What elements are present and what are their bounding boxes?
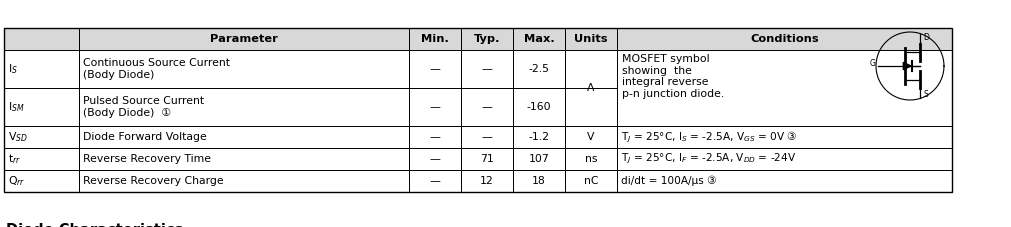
Text: Parameter: Parameter [210,34,278,44]
Text: Max.: Max. [524,34,554,44]
Bar [409,148,461,170]
Bar [617,148,952,170]
Bar [4,170,79,192]
Bar [617,170,952,192]
Bar [4,50,79,88]
Text: G: G [870,59,876,67]
Text: -160: -160 [527,102,551,112]
Bar [4,28,952,192]
Text: Units: Units [574,34,608,44]
Text: V$_{SD}$: V$_{SD}$ [8,130,28,144]
Bar [461,170,513,192]
Text: —: — [430,102,441,112]
Text: —: — [481,102,492,112]
Bar [513,170,565,192]
Bar [565,28,617,50]
Text: Reverse Recovery Time: Reverse Recovery Time [83,154,211,164]
Bar [4,126,79,148]
Bar [4,88,79,126]
Text: —: — [430,64,441,74]
Text: MOSFET symbol
showing  the
integral reverse
p-n junction diode.: MOSFET symbol showing the integral rever… [622,54,724,99]
Text: S: S [923,90,928,99]
Bar [565,170,617,192]
Bar [617,126,952,148]
Bar [4,148,79,170]
Text: Continuous Source Current
(Body Diode): Continuous Source Current (Body Diode) [83,58,229,80]
Bar [79,170,409,192]
Bar [409,170,461,192]
Text: Typ.: Typ. [474,34,500,44]
Bar [79,50,409,88]
Bar [513,126,565,148]
Text: T$_J$ = 25°C, I$_F$ = -2.5A, V$_{DD}$ = -24V: T$_J$ = 25°C, I$_F$ = -2.5A, V$_{DD}$ = … [621,152,797,166]
Bar [461,148,513,170]
Text: A: A [587,83,594,93]
Text: 107: 107 [529,154,549,164]
Text: Reverse Recovery Charge: Reverse Recovery Charge [83,176,223,186]
Bar [461,126,513,148]
Bar [461,50,513,88]
Text: Diode Forward Voltage: Diode Forward Voltage [83,132,207,142]
Text: 12: 12 [480,176,494,186]
Text: Min.: Min. [421,34,449,44]
Text: -1.2: -1.2 [529,132,550,142]
Bar [565,126,617,148]
Text: 18: 18 [532,176,546,186]
Text: ns: ns [584,154,598,164]
Bar [617,28,952,50]
Text: V: V [587,132,594,142]
Text: Q$_{rr}$: Q$_{rr}$ [8,174,25,188]
Text: —: — [481,64,492,74]
Bar [79,126,409,148]
Text: —: — [430,132,441,142]
Text: —: — [481,132,492,142]
Bar [79,28,409,50]
Text: t$_{rr}$: t$_{rr}$ [8,152,21,166]
Bar [4,28,79,50]
Text: —: — [430,154,441,164]
Bar [617,50,952,126]
Text: Diode Characteristics: Diode Characteristics [6,223,183,227]
Bar [409,28,461,50]
Bar [513,88,565,126]
Text: -2.5: -2.5 [529,64,550,74]
Bar [565,148,617,170]
Text: I$_S$: I$_S$ [8,62,18,76]
Bar [409,126,461,148]
Bar [79,88,409,126]
Bar [565,50,617,126]
Polygon shape [903,62,912,70]
Bar [79,148,409,170]
Text: —: — [430,176,441,186]
Bar [409,50,461,88]
Text: 71: 71 [480,154,494,164]
Bar [513,148,565,170]
Text: nC: nC [583,176,599,186]
Bar [461,88,513,126]
Text: di/dt = 100A/µs ③: di/dt = 100A/µs ③ [621,176,717,186]
Text: Conditions: Conditions [750,34,819,44]
Text: I$_{SM}$: I$_{SM}$ [8,100,24,114]
Text: T$_J$ = 25°C, I$_S$ = -2.5A, V$_{GS}$ = 0V ③: T$_J$ = 25°C, I$_S$ = -2.5A, V$_{GS}$ = … [621,129,798,145]
Text: Pulsed Source Current
(Body Diode)  ①: Pulsed Source Current (Body Diode) ① [83,96,204,118]
Bar [513,50,565,88]
Bar [461,28,513,50]
Bar [513,28,565,50]
Text: D: D [923,33,929,42]
Bar [409,88,461,126]
